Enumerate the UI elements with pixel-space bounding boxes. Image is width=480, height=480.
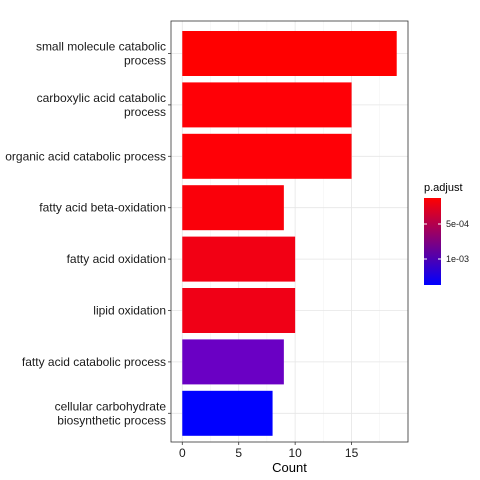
category-label: cellular carbohydrate biosynthetic proces… — [55, 399, 167, 427]
bar — [182, 133, 352, 179]
bar — [182, 31, 397, 76]
bar — [182, 390, 273, 436]
x-tick-label: 0 — [179, 446, 186, 460]
legend-colorbar — [424, 198, 441, 285]
legend-tick-label: 1e-03 — [446, 254, 469, 264]
bar — [182, 82, 352, 128]
bar — [182, 288, 296, 333]
plot-border — [170, 20, 409, 443]
category-label: carboxylic acid catabolic process — [37, 91, 166, 119]
bar — [182, 185, 284, 231]
category-label: organic acid catabolic process — [5, 149, 166, 163]
bar — [182, 339, 284, 385]
category-label: small molecule catabolic process — [36, 40, 166, 68]
legend-title: p.adjust — [424, 182, 463, 194]
x-tick-label: 15 — [345, 446, 359, 460]
x-tick-label: 10 — [288, 446, 302, 460]
x-tick-label: 5 — [235, 446, 242, 460]
category-label: lipid oxidation — [93, 304, 166, 318]
category-label: fatty acid oxidation — [67, 252, 166, 266]
bar — [182, 236, 296, 282]
x-axis-title: Count — [272, 460, 307, 475]
category-label: fatty acid catabolic process — [22, 355, 166, 369]
category-label: fatty acid beta-oxidation — [39, 201, 166, 215]
legend-tick-label: 5e-04 — [446, 219, 469, 229]
